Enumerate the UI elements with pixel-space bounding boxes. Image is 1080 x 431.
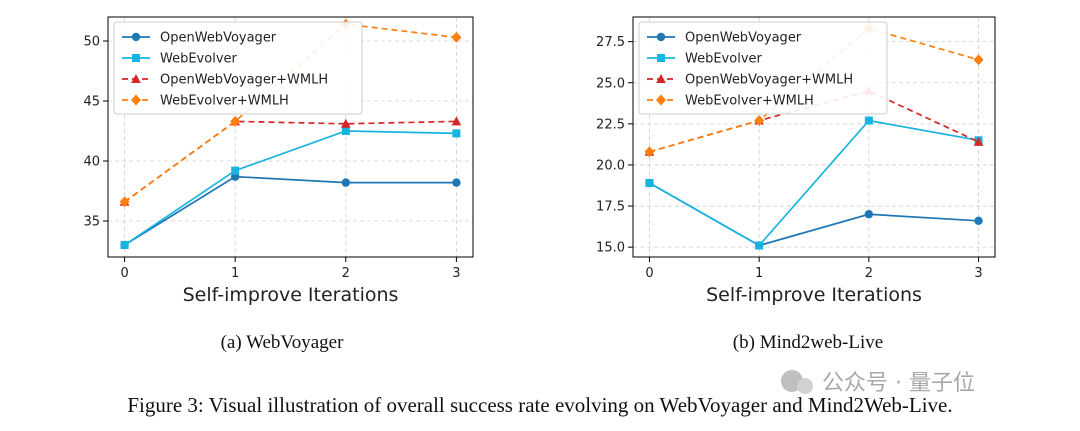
figure-caption: Figure 3: Visual illustration of overall… [127, 393, 952, 417]
legend-box [113, 21, 363, 115]
series-0 [645, 178, 983, 250]
legend-marker [131, 74, 141, 83]
series-line [124, 175, 457, 246]
legend-marker [656, 74, 666, 83]
legend-entry: WebEvolver [685, 52, 763, 67]
y-tick-label: 35 [83, 215, 100, 230]
y-tick-label: 22.5 [596, 117, 625, 132]
data-point [119, 196, 130, 208]
plot-frame [107, 16, 474, 258]
data-point [452, 178, 461, 187]
series-line [649, 182, 979, 247]
data-point [644, 146, 655, 158]
x-tick-label: 0 [645, 266, 653, 281]
legend-entry: OpenWebVoyager+WMLH [685, 73, 853, 88]
y-tick-label: 50 [83, 35, 100, 50]
x-tick-label: 3 [974, 266, 982, 281]
plot-frame [632, 16, 996, 258]
series-line [124, 120, 457, 203]
legend-marker [132, 54, 140, 62]
y-tick-label: 20.0 [596, 158, 625, 173]
data-point [755, 241, 764, 250]
data-point [645, 179, 654, 188]
legend-box [638, 21, 888, 115]
legend-marker [131, 32, 141, 42]
y-tick-label: 15.0 [596, 241, 625, 256]
data-point [864, 210, 874, 219]
data-point [231, 166, 240, 175]
x-tick-label: 1 [755, 266, 763, 281]
legend-marker [656, 94, 666, 106]
y-tick-label: 40 [83, 155, 100, 170]
data-point [230, 115, 241, 127]
series-1 [120, 127, 461, 249]
series-line [649, 119, 979, 247]
legend-entry: WebEvolver+WMLH [685, 94, 814, 109]
data-point [973, 54, 984, 66]
data-point [341, 118, 351, 128]
data-point [864, 116, 873, 125]
data-point [974, 216, 983, 226]
x-tick-label: 0 [120, 266, 128, 281]
subfigure-caption-a: (a) WebVoyager [221, 332, 344, 353]
watermark: 公众号 · 量子位 [781, 370, 975, 396]
x-axis-label: Self-improve Iterations [183, 284, 399, 306]
data-point [754, 115, 765, 127]
x-tick-label: 2 [865, 266, 873, 281]
wechat-icon-bubble [797, 378, 813, 394]
chart-0: 0 1 2 3 35 40 45 50 Self-improve Iterations OpenW… [83, 16, 474, 306]
x-tick-label: 3 [452, 266, 460, 281]
legend: OpenWebVoyager WebEvolver OpenWebVoyager+W… [638, 21, 888, 115]
legend-marker [656, 32, 666, 42]
data-point [341, 127, 350, 135]
series-line [124, 130, 457, 246]
legend-marker [657, 54, 665, 62]
legend-entry: OpenWebVoyager [160, 31, 277, 46]
legend-marker [131, 94, 141, 106]
legend-entry: WebEvolver [160, 52, 238, 67]
legend-entry: OpenWebVoyager+WMLH [160, 73, 328, 88]
y-tick-label: 17.5 [596, 200, 625, 215]
data-point [973, 136, 984, 146]
legend-entry: OpenWebVoyager [685, 31, 802, 46]
legend: OpenWebVoyager WebEvolver OpenWebVoyager+W… [113, 21, 363, 115]
subfigure-caption-b: (b) Mind2web-Live [733, 332, 883, 353]
x-tick-label: 2 [342, 266, 350, 281]
data-point [451, 116, 462, 126]
data-point [341, 178, 351, 187]
y-tick-label: 27.5 [596, 35, 625, 50]
x-axis-label: Self-improve Iterations [706, 284, 922, 306]
data-point [451, 31, 462, 43]
y-tick-label: 45 [83, 95, 100, 110]
x-tick-label: 1 [231, 266, 239, 281]
data-point [452, 129, 461, 138]
legend-entry: WebEvolver+WMLH [160, 94, 289, 109]
series-0 [120, 172, 461, 250]
chart-1: 0 1 2 3 15.0 17.5 20.0 22.5 25.0 27.5 Self-improve… [596, 16, 996, 306]
data-point [120, 241, 129, 249]
y-tick-label: 25.0 [596, 76, 625, 91]
watermark-text: 公众号 · 量子位 [822, 371, 975, 396]
